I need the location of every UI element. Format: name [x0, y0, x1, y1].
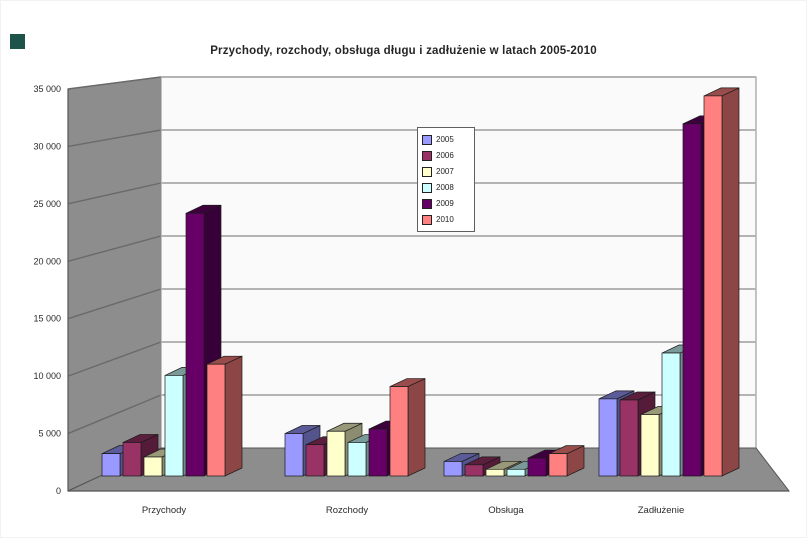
- y-tick-label: 25 000: [33, 199, 61, 209]
- bar-rozchody-2009: [368, 428, 388, 477]
- x-category-label: Zadłużenie: [638, 505, 684, 516]
- x-category-label: Rozchody: [326, 505, 368, 516]
- bar-zadłużenie-2008: [661, 352, 681, 477]
- side-wall-gridline: [67, 129, 162, 148]
- legend-swatch-2005: [422, 135, 432, 145]
- legend-item: 2006: [422, 148, 471, 164]
- bar-przychody-2007: [143, 456, 163, 477]
- y-tick-label: 5 000: [38, 429, 61, 439]
- x-category-label: Przychody: [142, 505, 187, 516]
- legend-label: 2010: [436, 215, 454, 224]
- bar-rozchody-2010: [389, 386, 409, 477]
- bar-zadłużenie-2005: [598, 398, 618, 477]
- legend-item: 2007: [422, 164, 471, 180]
- legend-label: 2005: [436, 135, 454, 144]
- legend: 2005 2006 2007 2008 2009 2010: [417, 127, 475, 232]
- bar-zadłużenie-2010: [703, 95, 723, 477]
- legend-item: 2005: [422, 132, 471, 148]
- bar-obsługa-2005: [443, 461, 463, 477]
- legend-swatch-2008: [422, 183, 432, 193]
- y-tick-label: 10 000: [33, 371, 61, 381]
- side-wall-gridline: [67, 182, 162, 205]
- side-wall-gridline: [67, 341, 162, 377]
- bar-obsługa-2010: [548, 453, 568, 477]
- legend-swatch-2007: [422, 167, 432, 177]
- side-wall-gridline: [67, 394, 162, 435]
- legend-swatch-2009: [422, 199, 432, 209]
- bar-obsługa-2006: [464, 464, 484, 477]
- bar-rozchody-2008: [347, 442, 367, 477]
- bar-przychody-2005: [101, 453, 121, 477]
- bar-obsługa-2009: [527, 457, 547, 477]
- legend-label: 2006: [436, 151, 454, 160]
- x-category-label: Obsługa: [488, 505, 524, 516]
- y-tick-label: 35 000: [33, 84, 61, 94]
- bar-przychody-2009: [185, 212, 205, 477]
- side-wall-gridline: [67, 288, 162, 320]
- y-tick-label: 30 000: [33, 141, 61, 151]
- bar-przychody-2010-side: [224, 355, 243, 477]
- bar-rozchody-2005: [284, 433, 304, 477]
- bar-rozchody-2006: [305, 444, 325, 477]
- legend-swatch-2006: [422, 151, 432, 161]
- bar-przychody-2008: [164, 375, 184, 477]
- bar-obsługa-2008: [506, 468, 526, 477]
- y-tick-label: 20 000: [33, 256, 61, 266]
- legend-item: 2010: [422, 212, 471, 228]
- legend-item: 2009: [422, 196, 471, 212]
- legend-swatch-2010: [422, 215, 432, 225]
- bar-przychody-2010: [206, 363, 226, 477]
- decor-square: [10, 34, 25, 49]
- chart-title: Przychody, rozchody, obsługa długu i zad…: [210, 45, 597, 57]
- side-wall-gridline: [67, 235, 162, 262]
- legend-label: 2007: [436, 167, 454, 176]
- bar-zadłużenie-2007: [640, 414, 660, 477]
- legend-item: 2008: [422, 180, 471, 196]
- legend-label: 2008: [436, 183, 454, 192]
- bar-zadłużenie-2009: [682, 123, 702, 477]
- bar-obsługa-2007: [485, 468, 505, 477]
- bar-zadłużenie-2010-side: [721, 87, 740, 477]
- bar-rozchody-2007: [326, 430, 346, 477]
- side-wall-gridline: [67, 76, 162, 90]
- legend-label: 2009: [436, 199, 454, 208]
- y-tick-label: 15 000: [33, 314, 61, 324]
- bar-przychody-2006: [122, 442, 142, 477]
- y-tick-label: 0: [56, 486, 61, 496]
- bar-rozchody-2010-side: [407, 378, 426, 477]
- side-wall: [67, 76, 162, 492]
- bar-zadłużenie-2006: [619, 399, 639, 477]
